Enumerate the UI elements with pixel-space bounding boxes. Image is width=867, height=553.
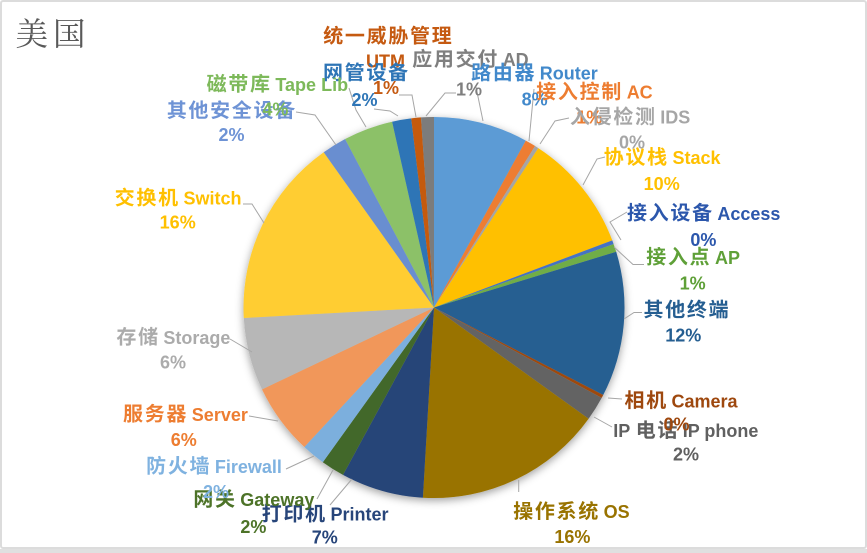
svg-text:Gateway: Gateway xyxy=(240,490,314,510)
svg-text:IDS: IDS xyxy=(660,108,690,128)
svg-text:Camera: Camera xyxy=(672,391,739,411)
svg-text:2%: 2% xyxy=(203,482,229,502)
svg-text:Access: Access xyxy=(717,204,780,224)
svg-text:0%: 0% xyxy=(663,415,689,435)
svg-text:Server: Server xyxy=(192,405,248,425)
svg-text:1%: 1% xyxy=(456,80,482,100)
svg-text:IP phone: IP phone xyxy=(683,421,759,441)
svg-text:AC: AC xyxy=(627,83,653,103)
svg-text:0%: 0% xyxy=(690,230,716,250)
svg-text:OS: OS xyxy=(604,502,630,522)
svg-text:4%: 4% xyxy=(262,100,288,120)
svg-text:16%: 16% xyxy=(160,213,196,233)
svg-text:6%: 6% xyxy=(171,430,197,450)
svg-text:Printer: Printer xyxy=(331,505,389,525)
svg-text:6%: 6% xyxy=(160,353,186,373)
svg-text:Tape Lib: Tape Lib xyxy=(275,75,348,95)
svg-text:2%: 2% xyxy=(351,90,377,110)
svg-text:1%: 1% xyxy=(680,274,706,294)
svg-text:1%: 1% xyxy=(373,78,399,98)
svg-text:Storage: Storage xyxy=(163,328,230,348)
svg-text:2%: 2% xyxy=(240,517,266,537)
svg-text:7%: 7% xyxy=(312,528,338,548)
svg-text:10%: 10% xyxy=(644,174,680,194)
svg-text:Firewall: Firewall xyxy=(215,457,282,477)
svg-text:Router: Router xyxy=(540,64,598,84)
svg-text:2%: 2% xyxy=(673,445,699,465)
svg-text:12%: 12% xyxy=(665,326,701,346)
svg-text:AP: AP xyxy=(715,248,740,268)
svg-text:Stack: Stack xyxy=(673,148,722,168)
svg-text:0%: 0% xyxy=(619,132,645,152)
svg-text:Switch: Switch xyxy=(184,189,242,209)
svg-text:16%: 16% xyxy=(554,527,590,547)
svg-text:2%: 2% xyxy=(218,125,244,145)
svg-text:IP: IP xyxy=(613,421,630,441)
